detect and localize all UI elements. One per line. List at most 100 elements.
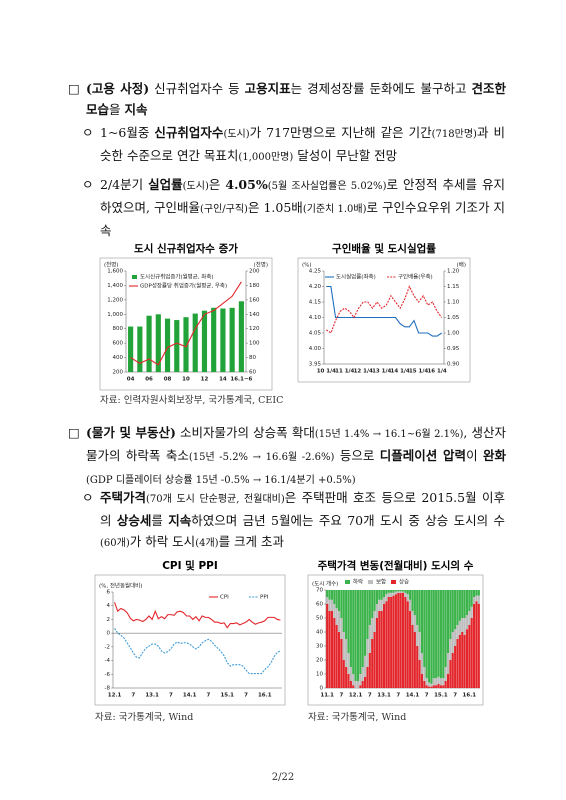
bar-segment <box>326 597 329 604</box>
bar-segment <box>378 599 381 611</box>
bar-segment <box>456 590 459 625</box>
y-tick-label: -4 <box>105 658 111 664</box>
x-tick-label: 12 1/4 <box>354 369 373 375</box>
bar-segment <box>423 681 426 688</box>
bar-segment <box>420 674 424 688</box>
text-run: (GDP 디플레이터 상승률 15년 -0.5% → 16.1/4분기 +0.5… <box>86 475 356 486</box>
bar-segment <box>454 646 457 688</box>
text-run: 은 <box>208 177 226 192</box>
legend-swatch <box>132 275 137 279</box>
x-tick-label: 04 <box>127 377 135 383</box>
x-tick-label: 16 1/4 <box>427 369 446 375</box>
bar-segment <box>465 615 469 630</box>
bar-segment <box>366 667 369 688</box>
bar-segment <box>347 653 350 674</box>
bar-segment <box>340 590 343 618</box>
source-note: 자료: 인력자원사회보장부, 국가통계국, CEIC <box>100 395 284 406</box>
bar-segment <box>427 682 431 687</box>
bar-segment <box>451 653 454 688</box>
text-run: , 생산자물가의 하락폭 축소 <box>86 425 507 463</box>
line-series <box>326 285 442 337</box>
bar-segment <box>368 625 371 653</box>
bar-segment <box>385 601 388 688</box>
bar-segment <box>446 590 450 653</box>
bar-segment <box>375 590 379 604</box>
bar-segment <box>468 590 471 611</box>
bar-segment <box>470 606 473 618</box>
text-run: (15년 1.4% → 16.1~6월 2.1%) <box>314 429 464 440</box>
bar-segment <box>380 599 383 611</box>
bar-segment <box>330 599 333 611</box>
bar-segment <box>342 632 345 660</box>
y2-tick-label: 1.10 <box>447 300 460 306</box>
bar-segment <box>347 590 350 653</box>
legend-label: 도시실업률(좌축) <box>336 273 376 281</box>
bar-segment <box>397 590 400 592</box>
text-run: 가 717만명으로 지난해 같은 기간 <box>249 125 432 140</box>
y2-tick-label: 1.05 <box>447 315 460 321</box>
bar <box>183 317 189 372</box>
x-tick-label: 13.1 <box>377 693 391 699</box>
bar-segment <box>387 597 390 688</box>
y-tick-label: 40 <box>316 630 323 636</box>
bar-segment <box>418 660 421 688</box>
bar-segment <box>446 653 450 674</box>
x-tick-label: 14.1 <box>183 693 197 699</box>
text-run: 견조한 모습 <box>86 81 506 117</box>
y-tick-label: 0 <box>107 631 111 637</box>
text-run: (도시) <box>223 129 250 140</box>
bar-segment <box>373 611 376 632</box>
text-run: 지속 <box>168 513 192 528</box>
legend-swatch <box>368 580 373 584</box>
y-tick-label: 6 <box>107 590 111 596</box>
bar-segment <box>337 611 341 632</box>
text-run: (70개 도시 단순평균, 전월대비) <box>146 494 285 505</box>
y2-tick-label: 180 <box>249 283 260 289</box>
y-tick-label: 70 <box>316 588 323 594</box>
bar-segment <box>390 597 393 688</box>
bar-segment <box>477 595 480 604</box>
x-tick-label: 7 <box>244 693 248 699</box>
y-tick-label: 30 <box>316 644 323 650</box>
y-axis-label: (도시 개수) <box>312 580 338 588</box>
bar-segment <box>404 597 407 688</box>
legend-label: 상승 <box>399 578 409 586</box>
bar-segment <box>394 594 397 688</box>
legend-label: 보합 <box>376 578 386 586</box>
bar-segment <box>328 599 331 611</box>
text-run: 실업률 <box>148 177 183 192</box>
text-run: 은 주택판매 호조 등으로 2015.5월 이후의 <box>100 490 505 528</box>
bar-segment <box>439 678 442 686</box>
chart-frame <box>307 574 484 706</box>
x-tick-label: 7 <box>207 693 211 699</box>
bar <box>146 315 152 372</box>
y2-tick-label: 140 <box>249 312 260 318</box>
legend-label: 하락 <box>353 578 363 586</box>
bar-segment <box>430 590 433 684</box>
x-tick-label: 14.1 <box>406 693 420 699</box>
bar-segment <box>446 674 450 688</box>
bar-segment <box>437 676 440 684</box>
y-tick-label: 4.25 <box>309 269 322 275</box>
text-run: 소비자물가의 상승폭 확대 <box>175 425 315 440</box>
x-tick-label: 13 1/4 <box>372 369 391 375</box>
y-tick-label: -8 <box>105 686 111 692</box>
bar-segment <box>458 634 461 688</box>
text-run: (718만명) <box>431 129 477 140</box>
bullet-marker: □ <box>68 425 80 440</box>
bar-segment <box>333 604 336 618</box>
bar-segment <box>451 632 454 653</box>
bar-segment <box>375 618 379 688</box>
bar-segment <box>368 590 371 625</box>
text-run: 를 크게 초과 <box>218 534 285 549</box>
bar-segment <box>423 590 426 667</box>
y2-tick-label: 1.15 <box>447 284 460 290</box>
text-run: 1~6월중 <box>100 125 155 140</box>
text-run: 상승세 <box>116 513 152 528</box>
bar-segment <box>468 625 471 688</box>
text-run: 과 비슷한 수준으로 연간 목표치 <box>100 125 505 163</box>
bar <box>238 301 244 372</box>
bar-segment <box>475 590 478 596</box>
